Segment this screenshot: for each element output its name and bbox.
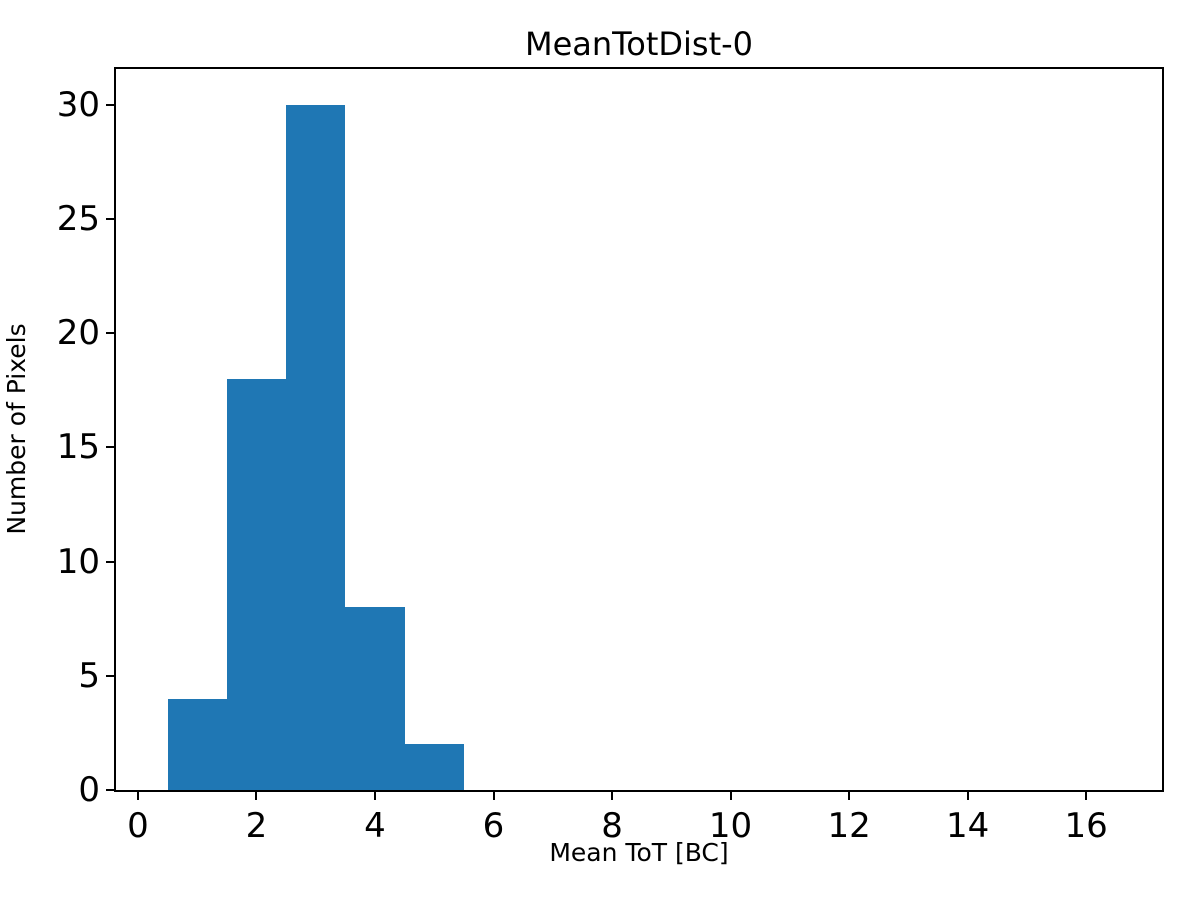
y-tick-mark: [106, 332, 114, 335]
y-tick-mark: [106, 560, 114, 563]
x-tick-label: 10: [708, 806, 753, 846]
x-tick-mark: [611, 792, 614, 800]
x-tick-mark: [729, 792, 732, 800]
y-axis-label: Number of Pixels: [2, 323, 31, 535]
x-tick-label: 14: [945, 806, 990, 846]
x-tick-label: 16: [1064, 806, 1108, 846]
x-tick-label: 0: [127, 806, 149, 846]
x-tick-label: 2: [245, 806, 268, 846]
x-axis-label: Mean ToT [BC]: [549, 838, 729, 867]
plot-area: 0 2 4 6 8 10 12 14 16 0 5 10 15 20 25 30: [57, 67, 1164, 846]
x-tick-label: 12: [827, 806, 871, 846]
histogram-bar: [345, 607, 405, 790]
x-tick-label: 6: [482, 806, 505, 846]
histogram-bar: [226, 378, 287, 790]
chart-title: MeanTotDist-0: [524, 25, 754, 63]
x-tick-mark: [966, 792, 969, 800]
x-tick-label: 8: [601, 806, 623, 846]
histogram-bar: [286, 104, 346, 790]
y-tick-mark: [106, 674, 114, 677]
x-tick-mark: [136, 792, 139, 800]
y-tick-label: 30: [56, 84, 100, 125]
y-tick-mark: [106, 103, 114, 106]
histogram-bar: [404, 744, 464, 790]
x-tick-mark: [492, 792, 495, 800]
histogram-bar: [167, 698, 227, 790]
y-tick-label: 25: [56, 198, 100, 239]
y-tick-label: 5: [78, 655, 100, 696]
y-tick-label: 0: [78, 770, 100, 810]
y-tick-label: 10: [56, 541, 100, 582]
y-tick-mark: [106, 217, 114, 220]
y-tick-label: 15: [56, 427, 100, 468]
x-tick-mark: [848, 792, 851, 800]
y-tick-mark: [106, 789, 114, 791]
x-tick-label: 4: [364, 806, 386, 846]
x-tick-mark: [255, 792, 258, 800]
x-tick-mark: [1085, 792, 1088, 800]
x-tick-mark: [373, 792, 376, 800]
y-tick-mark: [106, 446, 114, 449]
y-tick-label: 20: [56, 313, 100, 354]
